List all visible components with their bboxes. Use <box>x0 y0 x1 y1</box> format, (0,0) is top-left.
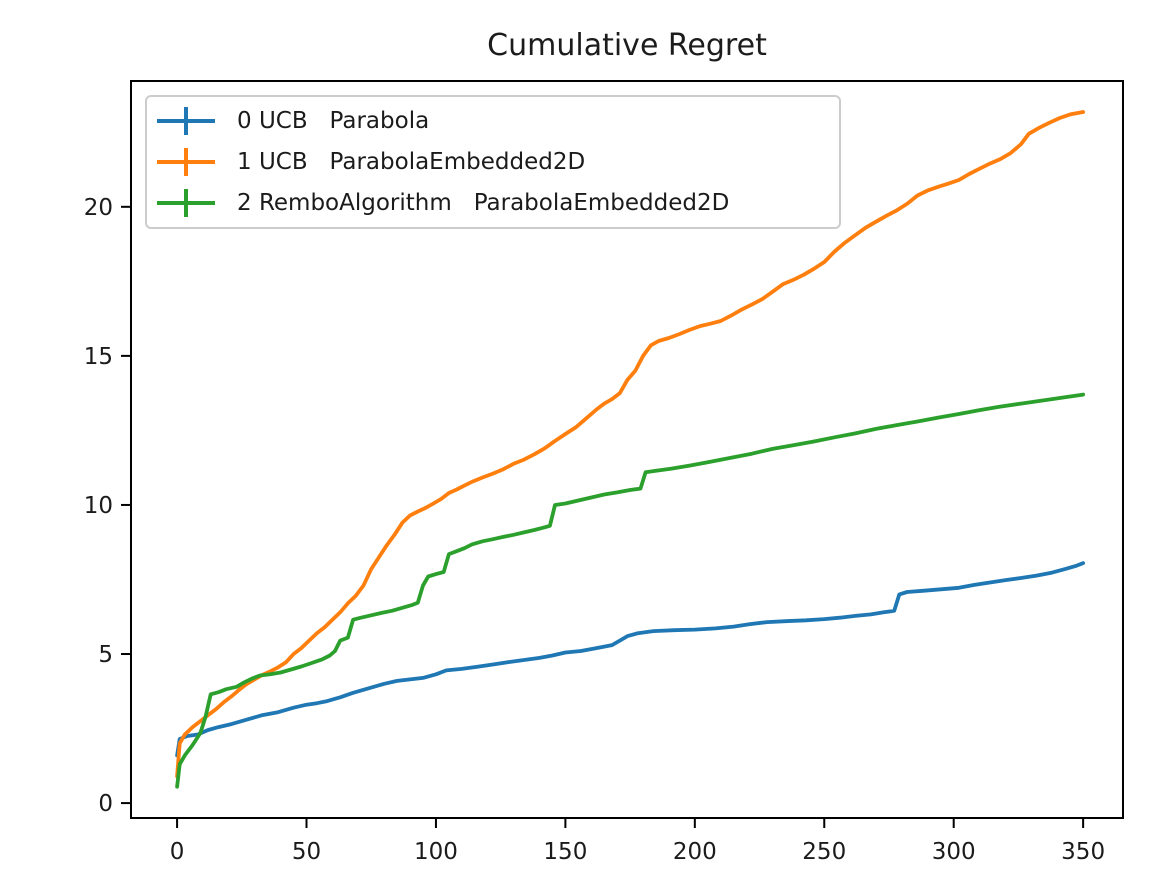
x-tick-label: 150 <box>543 839 587 865</box>
series-line-0 <box>175 561 1085 758</box>
series-line-1 <box>175 110 1085 779</box>
y-tick-label: 15 <box>84 344 113 370</box>
y-tick-label: 5 <box>98 642 113 668</box>
legend: 0 UCB Parabola 1 UCB ParabolaEmbedded2D … <box>145 95 841 229</box>
legend-item: 0 UCB Parabola <box>155 104 839 138</box>
x-tick-label: 200 <box>673 839 717 865</box>
legend-item: 1 UCB ParabolaEmbedded2D <box>155 145 839 179</box>
x-tick-label: 250 <box>802 839 846 865</box>
errorbar-icon <box>157 148 215 176</box>
legend-label: 1 UCB ParabolaEmbedded2D <box>237 149 586 175</box>
axes-frame <box>130 80 1124 819</box>
legend-label: 0 UCB Parabola <box>237 108 430 134</box>
x-tick-label: 100 <box>414 839 458 865</box>
chart-title: Cumulative Regret <box>487 28 767 63</box>
y-tick-label: 10 <box>84 493 113 519</box>
x-tick-label: 0 <box>170 839 185 865</box>
legend-item: 2 RemboAlgorithm ParabolaEmbedded2D <box>155 186 839 220</box>
errorbar-icon <box>157 107 215 135</box>
x-tick-label: 50 <box>292 839 321 865</box>
y-tick-label: 20 <box>84 195 113 221</box>
errorbar-icon <box>157 189 215 217</box>
x-tick-label: 300 <box>932 839 976 865</box>
x-tick-label: 350 <box>1061 839 1105 865</box>
legend-label: 2 RemboAlgorithm ParabolaEmbedded2D <box>237 190 730 216</box>
y-tick-label: 0 <box>98 791 113 817</box>
series-line-2 <box>175 392 1085 789</box>
